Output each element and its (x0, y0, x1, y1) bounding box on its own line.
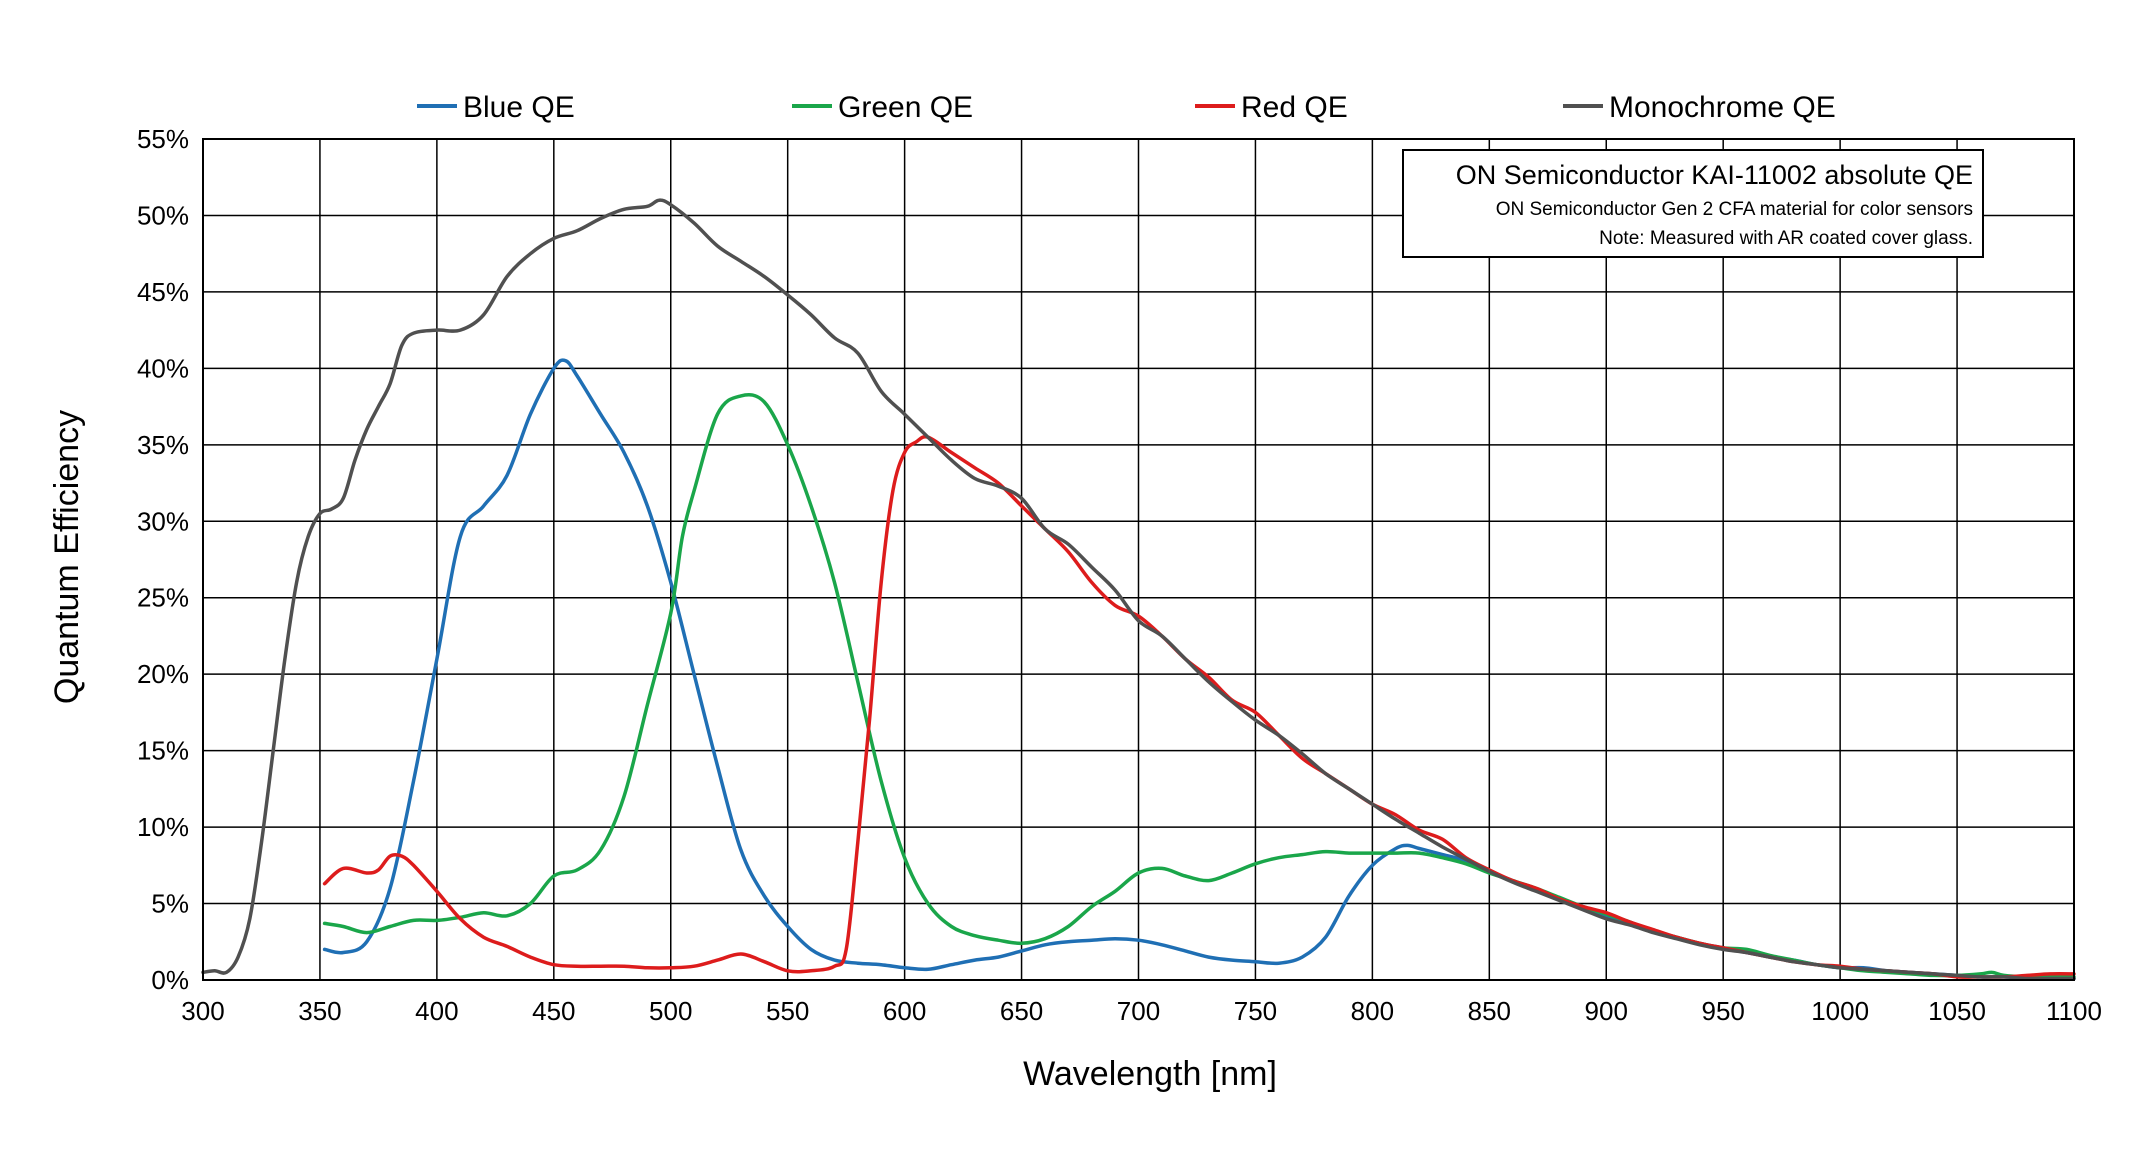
legend-label-monochrome-qe: Monochrome QE (1609, 91, 1836, 124)
legend: Blue QE Green QE Red QE Monochrome QE (417, 91, 1836, 124)
x-tick-label: 600 (883, 996, 926, 1026)
series-layer (201, 198, 2076, 981)
x-tick-label: 750 (1234, 996, 1277, 1026)
grid (202, 138, 2075, 981)
legend-label-green-qe: Green QE (838, 91, 973, 124)
y-tick-label: 55% (137, 124, 189, 154)
annotation-line-2: Note: Measured with AR coated cover glas… (1599, 228, 1973, 249)
x-tick-label: 900 (1585, 996, 1628, 1026)
legend-label-blue-qe: Blue QE (463, 91, 575, 124)
y-tick-label: 45% (137, 277, 189, 307)
annotation-line-1: ON Semiconductor Gen 2 CFA material for … (1496, 199, 1973, 220)
x-tick-label: 550 (766, 996, 809, 1026)
x-tick-label: 1000 (1811, 996, 1869, 1026)
y-tick-label: 15% (137, 736, 189, 766)
y-tick-label: 40% (137, 353, 189, 383)
tick-labels: 300 350 400 450 500 550 600 650 700 750 800 850 900 9… (137, 124, 2102, 1026)
annotation-title: ON Semiconductor KAI-11002 absolute QE (1456, 160, 1973, 190)
x-tick-label: 1050 (1928, 996, 1986, 1026)
y-axis-title: Quantum Efficiency (48, 410, 86, 704)
x-tick-label: 650 (1000, 996, 1043, 1026)
y-tick-label: 35% (137, 430, 189, 460)
y-tick-label: 0% (151, 965, 189, 995)
x-tick-label: 450 (532, 996, 575, 1026)
annotation-box: ON Semiconductor KAI-11002 absolute QE O… (1402, 149, 1984, 258)
y-tick-label: 20% (137, 659, 189, 689)
plot-frame (202, 138, 2075, 981)
y-tick-label: 5% (151, 889, 189, 919)
x-tick-label: 800 (1351, 996, 1394, 1026)
x-tick-label: 1100 (2046, 996, 2102, 1026)
annotation-frame (1402, 149, 1984, 258)
legend-label-red-qe: Red QE (1241, 91, 1348, 124)
series-line-monochrome-qe (201, 198, 2076, 981)
x-tick-label: 300 (181, 996, 224, 1026)
y-tick-label: 30% (137, 506, 189, 536)
x-axis-title: Wavelength [nm] (1023, 1055, 1277, 1093)
x-tick-label: 700 (1117, 996, 1160, 1026)
y-tick-label: 50% (137, 200, 189, 230)
y-tick-label: 25% (137, 583, 189, 613)
y-tick-label: 10% (137, 812, 189, 842)
x-tick-label: 850 (1468, 996, 1511, 1026)
x-tick-label: 400 (415, 996, 458, 1026)
x-tick-label: 500 (649, 996, 692, 1026)
x-tick-label: 950 (1701, 996, 1744, 1026)
x-tick-label: 350 (298, 996, 341, 1026)
